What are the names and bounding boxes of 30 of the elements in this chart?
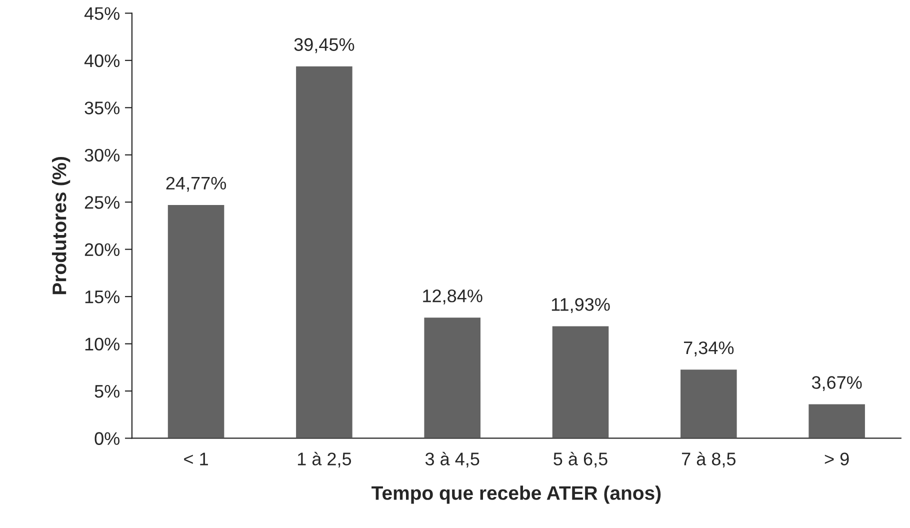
y-tick-label: 40%	[84, 54, 120, 68]
x-tick-label: 1 à 2,5	[298, 452, 352, 468]
bar	[679, 368, 738, 438]
data-label: 12,84%	[423, 289, 482, 304]
x-tick-label: 5 à 6,5	[554, 452, 608, 468]
bar	[166, 204, 226, 438]
bar	[550, 324, 610, 438]
y-tick-label: 15%	[85, 290, 120, 304]
data-label: 39,45%	[294, 38, 354, 54]
y-tick-label: 35%	[84, 102, 120, 114]
y-tick-label: 0%	[94, 432, 120, 445]
y-tick-label: 10%	[85, 338, 120, 351]
y-tick-label: 5%	[94, 385, 120, 398]
x-tick-label: 7 à 8,5	[682, 452, 736, 468]
bar	[294, 64, 354, 438]
data-label: 7,34%	[684, 341, 734, 356]
x-axis-title: Tempo que recebe ATER (anos)	[372, 486, 661, 504]
x-tick-label: > 9	[824, 452, 849, 466]
data-label: 3,67%	[812, 376, 862, 392]
y-tick-label: 30%	[84, 148, 120, 162]
y-tick-label: 25%	[84, 196, 120, 209]
data-label: 24,77%	[166, 176, 226, 192]
y-axis-title: Produtores (%)	[52, 157, 70, 294]
data-label: 11,93%	[552, 298, 610, 314]
x-tick-label: < 1	[184, 452, 208, 466]
bar	[422, 316, 482, 438]
bar	[807, 402, 866, 438]
x-tick-label: 3 à 4,5	[425, 452, 480, 468]
y-tick-label: 20%	[84, 243, 120, 256]
y-tick-label: 45%	[84, 7, 120, 20]
